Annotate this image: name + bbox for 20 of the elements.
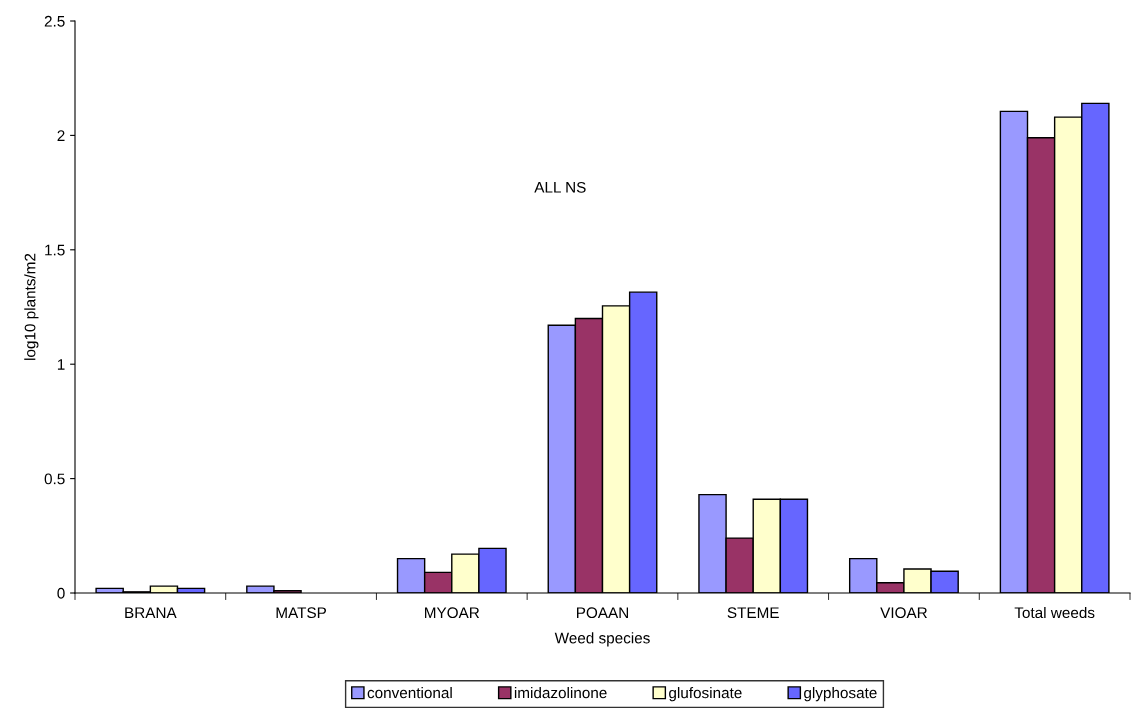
x-tick-label: Total weeds [1014,606,1095,619]
x-tick-label: MATSP [276,607,327,619]
legend-label: imidazolinone [514,687,607,699]
y-tick-label: 2 [57,130,65,141]
legend-label: conventional [367,687,452,699]
y-axis-title: log10 plants/m2 [24,253,39,360]
annotation: ALL NS [534,181,586,193]
x-tick-label: POAAN [577,607,628,619]
y-tick-label: 0.5 [44,473,65,485]
x-tick-label: MYOAR [425,607,480,619]
x-tick-label: STEME [727,607,779,619]
y-tick-label: 1.5 [45,244,65,256]
y-tick-label: 1 [57,359,65,370]
x-tick-label: BRANA [125,607,177,618]
x-axis-title: Weed species [554,632,650,647]
x-tick-label: VIOAR [880,607,927,619]
y-tick-label: 2.5 [44,15,65,27]
y-tick-label: 0 [57,587,65,599]
legend-label: glyphosate [804,687,877,702]
legend-label: glufosinate [669,687,742,702]
